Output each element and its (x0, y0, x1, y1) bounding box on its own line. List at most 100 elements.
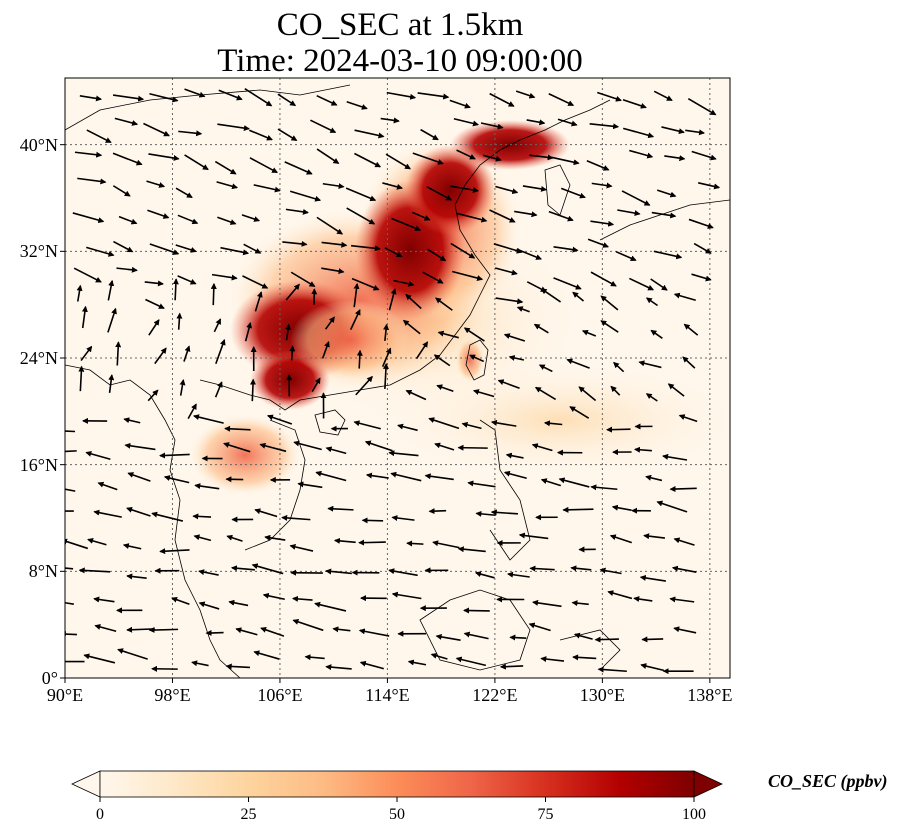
wind-arrow (147, 209, 170, 219)
wind-arrow (116, 266, 138, 273)
wind-arrow (83, 653, 116, 664)
wind-arrow (266, 414, 293, 425)
wind-arrow (311, 377, 321, 393)
wind-arrow (127, 472, 151, 482)
wind-arrow (215, 338, 226, 365)
wind-arrow (691, 150, 717, 161)
colorbar-tick-label: 100 (682, 806, 706, 823)
wind-arrow (73, 267, 102, 283)
wind-arrow (391, 217, 422, 231)
wind-arrow (550, 156, 580, 166)
wind-arrow (497, 379, 520, 390)
wind-arrow (76, 284, 83, 302)
wind-arrow (457, 444, 488, 451)
wind-arrow (224, 425, 251, 432)
wind-arrow (623, 127, 655, 139)
wind-arrow (179, 379, 186, 396)
wind-arrow (192, 513, 212, 520)
wind-arrow (304, 654, 325, 661)
wind-arrow (529, 154, 554, 161)
wind-arrow (382, 362, 389, 389)
wind-arrow (463, 327, 485, 342)
wind-arrow (216, 181, 239, 190)
wind-arrow (154, 347, 167, 365)
wind-arrow (349, 309, 361, 330)
wind-arrow (184, 154, 209, 171)
wind-arrow (402, 319, 421, 335)
wind-arrow (145, 298, 165, 309)
wind-arrow (112, 152, 143, 166)
wind-arrow (248, 129, 273, 141)
wind-arrow (260, 626, 285, 637)
wind-arrow (622, 98, 647, 109)
wind-arrow (407, 659, 427, 666)
wind-arrow (607, 590, 633, 600)
wind-arrow (86, 129, 112, 144)
wind-arrow (65, 538, 89, 550)
wind-arrow (572, 654, 597, 661)
chart-title: CO_SEC at 1.5km (276, 7, 524, 43)
wind-arrow (228, 599, 249, 607)
wind-arrow (324, 316, 335, 330)
wind-arrow (126, 506, 151, 517)
wind-arrow (643, 533, 666, 540)
wind-arrow (112, 185, 131, 197)
wind-arrow (509, 634, 527, 641)
x-tick-label: 130°E (579, 685, 625, 705)
wind-arrow (633, 446, 652, 453)
wind-arrow (553, 277, 582, 290)
wind-arrow (529, 565, 555, 572)
wind-arrow (463, 631, 489, 640)
wind-arrow (456, 149, 476, 160)
wind-arrow (435, 297, 453, 311)
wind-arrow (489, 209, 516, 223)
wind-arrow (436, 384, 454, 392)
wind-arrow (284, 161, 313, 175)
wind-arrow (415, 341, 429, 360)
wind-arrow (175, 244, 197, 253)
wind-arrow (65, 488, 76, 492)
wind-arrow (650, 278, 668, 291)
wind-arrow (351, 277, 380, 291)
wind-arrow (391, 591, 422, 600)
wind-arrow (277, 128, 298, 142)
wind-arrow (609, 534, 633, 544)
colorbar-label: CO_SEC (ppbv) (768, 771, 888, 791)
wind-arrow (143, 122, 170, 137)
wind-arrow (118, 215, 138, 225)
wind-arrow (540, 656, 565, 663)
wind-arrow (461, 421, 482, 430)
wind-arrow (183, 345, 191, 362)
wind-arrow (590, 484, 618, 491)
wind-arrow (494, 267, 518, 276)
wind-arrow (148, 319, 160, 336)
wind-arrow (108, 374, 115, 394)
wind-arrow (467, 480, 496, 488)
wind-arrow (656, 500, 688, 513)
wind-arrow (662, 453, 688, 461)
wind-arrow (452, 270, 484, 281)
wind-arrow (645, 474, 663, 482)
wind-arrow (581, 329, 597, 337)
wind-arrow (149, 92, 179, 103)
wind-arrow (651, 211, 677, 219)
wind-arrow (285, 323, 292, 341)
wind-arrow (586, 159, 610, 171)
wind-arrow (590, 220, 615, 227)
wind-arrow (187, 403, 197, 420)
map-frame (64, 77, 731, 679)
wind-vectors (65, 88, 721, 675)
wind-arrow (533, 323, 549, 334)
wind-arrow (65, 567, 74, 570)
colorbar-tick-label: 25 (240, 806, 257, 823)
wind-arrow (428, 508, 447, 515)
wind-arrow (599, 567, 622, 575)
wind-arrow (147, 389, 159, 402)
wind-arrow (198, 569, 219, 576)
wind-arrow (388, 568, 418, 577)
wind-arrow (538, 364, 553, 373)
wind-arrow (148, 153, 180, 161)
wind-arrow (249, 157, 278, 174)
wind-arrow (553, 246, 579, 253)
wind-arrow (242, 275, 269, 289)
